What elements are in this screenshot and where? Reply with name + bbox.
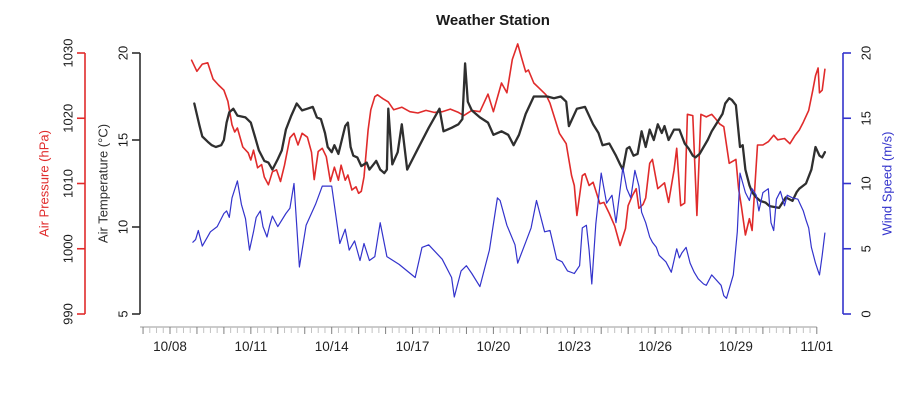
wind-tick-label: 0 (859, 310, 874, 317)
pressure-axis: 990 1000 1010 1020 1030 Air Pressure (hPa) (37, 39, 86, 325)
temperature-tick-label: 20 (116, 46, 131, 60)
x-tick-label: 10/20 (477, 339, 511, 354)
x-tick-label: 10/26 (638, 339, 672, 354)
x-axis: 10/08 10/11 10/14 10/17 10/20 10/23 10/26 10/29… (140, 326, 833, 354)
pressure-tick-label: 1000 (61, 234, 76, 263)
x-tick-label: 10/29 (719, 339, 753, 354)
wind-tick-label: 20 (859, 46, 874, 60)
pressure-tick-label: 1020 (61, 104, 76, 133)
pressure-axis-title: Air Pressure (hPa) (37, 130, 52, 237)
wind-tick-label: 5 (859, 245, 874, 252)
air-pressure-line (190, 43, 826, 247)
wind-axis: 0 5 10 15 20 Wind Speed (m/s) (842, 46, 895, 318)
x-tick-label: 11/01 (800, 339, 833, 354)
wind-axis-title: Wind Speed (m/s) (880, 131, 895, 235)
wind-tick-label: 15 (859, 111, 874, 125)
temperature-tick-label: 15 (116, 133, 131, 147)
chart-title: Weather Station (436, 12, 550, 29)
wind-tick-label: 10 (859, 176, 874, 190)
wind-speed-line (192, 167, 826, 299)
x-tick-label: 10/14 (315, 339, 349, 354)
pressure-tick-label: 990 (61, 303, 76, 325)
air-temperature-line (193, 62, 827, 210)
pressure-tick-label: 1010 (61, 169, 76, 198)
x-tick-label: 10/08 (153, 339, 187, 354)
x-tick-label: 10/11 (234, 339, 267, 354)
temperature-tick-label: 10 (116, 220, 131, 234)
temperature-tick-label: 5 (116, 310, 131, 317)
x-tick-label: 10/23 (557, 339, 591, 354)
pressure-tick-label: 1030 (61, 39, 76, 68)
x-tick-label: 10/17 (396, 339, 430, 354)
temperature-axis-title: Air Temperature (°C) (96, 124, 111, 243)
temperature-axis: 5 10 15 20 Air Temperature (°C) (96, 46, 141, 318)
